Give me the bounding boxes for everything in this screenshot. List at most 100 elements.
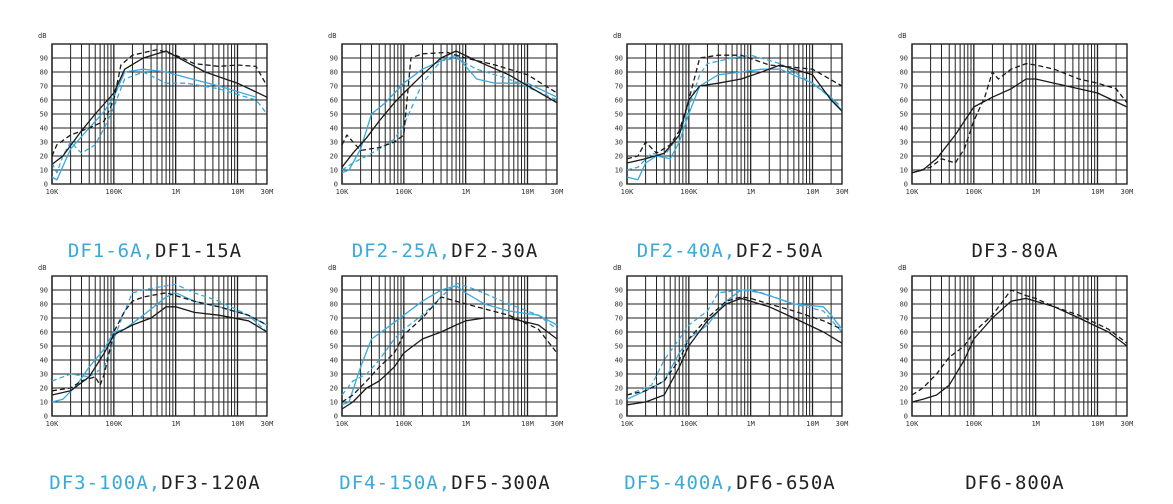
- caption-black-model: DF3-80A: [971, 240, 1059, 262]
- series-line-black-solid: [341, 317, 558, 410]
- y-tick-label: 20: [615, 153, 623, 161]
- series-line-black-dashed: [51, 48, 268, 157]
- y-tick-label: 50: [900, 111, 908, 119]
- y-tick-label: 0: [904, 413, 908, 421]
- x-tick-label: 30M: [551, 420, 564, 428]
- y-tick-label: 30: [900, 139, 908, 147]
- y-tick-label: 30: [615, 139, 623, 147]
- chart-caption: DF4-150A,DF5-300A: [310, 472, 580, 494]
- y-tick-label: 80: [40, 69, 48, 77]
- x-tick-label: 10M: [521, 188, 534, 196]
- y-axis-unit: dB: [898, 264, 906, 272]
- y-axis-unit: dB: [38, 264, 46, 272]
- chart-svg: dB 0 10 20 30 40 50 60 70 80 90 10K 100K 1M 10M 30M: [898, 264, 1134, 428]
- y-tick-label: 20: [615, 385, 623, 393]
- x-tick-label: 10K: [621, 420, 634, 428]
- series-line-blue-dashed: [626, 289, 843, 396]
- y-tick-label: 80: [615, 69, 623, 77]
- series-line-blue-solid: [626, 289, 843, 400]
- series-line-black-solid: [51, 50, 268, 165]
- caption-blue-model: DF5-400A,: [624, 472, 737, 494]
- y-tick-label: 90: [40, 55, 48, 63]
- y-tick-label: 10: [615, 399, 623, 407]
- y-tick-label: 30: [330, 139, 338, 147]
- y-tick-label: 70: [330, 315, 338, 323]
- y-tick-label: 10: [330, 399, 338, 407]
- caption-black-model: DF2-50A: [736, 240, 824, 262]
- x-tick-label: 10K: [336, 420, 349, 428]
- y-tick-label: 20: [40, 153, 48, 161]
- chart-panel: dB 0 10 20 30 40 50 60 70 80 90 10K 100K 1M 10M 30M DF2…: [310, 26, 580, 262]
- y-tick-label: 70: [615, 83, 623, 91]
- y-tick-label: 70: [40, 83, 48, 91]
- x-tick-label: 10K: [46, 188, 59, 196]
- y-tick-label: 50: [900, 343, 908, 351]
- series-line-blue-solid: [341, 285, 558, 406]
- y-axis-unit: dB: [613, 32, 621, 40]
- x-tick-label: 1M: [461, 420, 469, 428]
- series-line-blue-solid: [51, 68, 257, 181]
- chart-panel: dB 0 10 20 30 40 50 60 70 80 90 10K 100K 1M 10M 30M DF6…: [880, 258, 1150, 494]
- chart-caption: DF3-80A: [880, 240, 1150, 262]
- x-tick-label: 10K: [621, 188, 634, 196]
- series-line-black-dashed: [626, 296, 843, 396]
- y-tick-label: 10: [40, 399, 48, 407]
- y-tick-label: 70: [900, 83, 908, 91]
- y-tick-label: 0: [334, 413, 338, 421]
- y-tick-label: 60: [615, 329, 623, 337]
- x-tick-label: 1M: [746, 420, 754, 428]
- y-tick-label: 70: [900, 315, 908, 323]
- x-tick-label: 100K: [965, 188, 983, 196]
- plot-frame: [51, 43, 268, 185]
- plot-frame: [626, 275, 843, 417]
- x-tick-label: 30M: [836, 188, 849, 196]
- caption-blue-model: DF1-6A,: [67, 240, 155, 262]
- y-tick-label: 50: [330, 343, 338, 351]
- x-tick-label: 10M: [806, 188, 819, 196]
- y-tick-label: 60: [330, 329, 338, 337]
- caption-black-model: DF6-800A: [965, 472, 1065, 494]
- x-tick-label: 30M: [1121, 420, 1134, 428]
- x-tick-label: 10K: [906, 420, 919, 428]
- chart-caption: DF1-6A,DF1-15A: [20, 240, 290, 262]
- caption-blue-model: DF4-150A,: [339, 472, 452, 494]
- x-tick-label: 10K: [336, 188, 349, 196]
- grid: [341, 275, 558, 417]
- series-line-black-solid: [911, 297, 1128, 403]
- plot-frame: [51, 275, 268, 417]
- y-tick-label: 90: [900, 287, 908, 295]
- y-tick-label: 50: [615, 343, 623, 351]
- y-tick-label: 90: [330, 55, 338, 63]
- y-tick-label: 20: [330, 385, 338, 393]
- chart-panel: dB 0 10 20 30 40 50 60 70 80 90 10K 100K 1M 10M 30M DF2…: [595, 26, 865, 262]
- series-line-blue-dashed: [341, 282, 558, 396]
- chart-caption: DF2-40A,DF2-50A: [595, 240, 865, 262]
- y-tick-label: 30: [900, 371, 908, 379]
- y-tick-label: 20: [330, 153, 338, 161]
- y-tick-label: 10: [330, 167, 338, 175]
- x-tick-label: 10M: [521, 420, 534, 428]
- chart-svg: dB 0 10 20 30 40 50 60 70 80 90 10K 100K 1M 10M 30M: [613, 264, 849, 428]
- x-tick-label: 30M: [836, 420, 849, 428]
- y-tick-label: 40: [900, 125, 908, 133]
- y-tick-label: 90: [615, 55, 623, 63]
- x-tick-label: 10M: [806, 420, 819, 428]
- y-tick-label: 70: [40, 315, 48, 323]
- series-line-black-solid: [626, 297, 843, 406]
- y-tick-label: 60: [900, 329, 908, 337]
- chart-svg: dB 0 10 20 30 40 50 60 70 80 90 10K 100K 1M 10M 30M: [328, 32, 563, 196]
- caption-black-model: DF1-15A: [155, 240, 243, 262]
- x-tick-label: 10M: [231, 420, 244, 428]
- x-tick-label: 10M: [1091, 188, 1104, 196]
- y-tick-label: 60: [40, 97, 48, 105]
- x-tick-label: 100K: [395, 188, 413, 196]
- y-tick-label: 70: [615, 315, 623, 323]
- series-line-black-solid: [51, 306, 268, 396]
- series-line-black-solid: [626, 64, 843, 164]
- caption-black-model: DF5-300A: [451, 472, 551, 494]
- x-tick-label: 100K: [105, 420, 123, 428]
- y-tick-label: 50: [40, 111, 48, 119]
- y-axis-unit: dB: [898, 32, 906, 40]
- y-tick-label: 40: [330, 125, 338, 133]
- y-tick-label: 40: [330, 357, 338, 365]
